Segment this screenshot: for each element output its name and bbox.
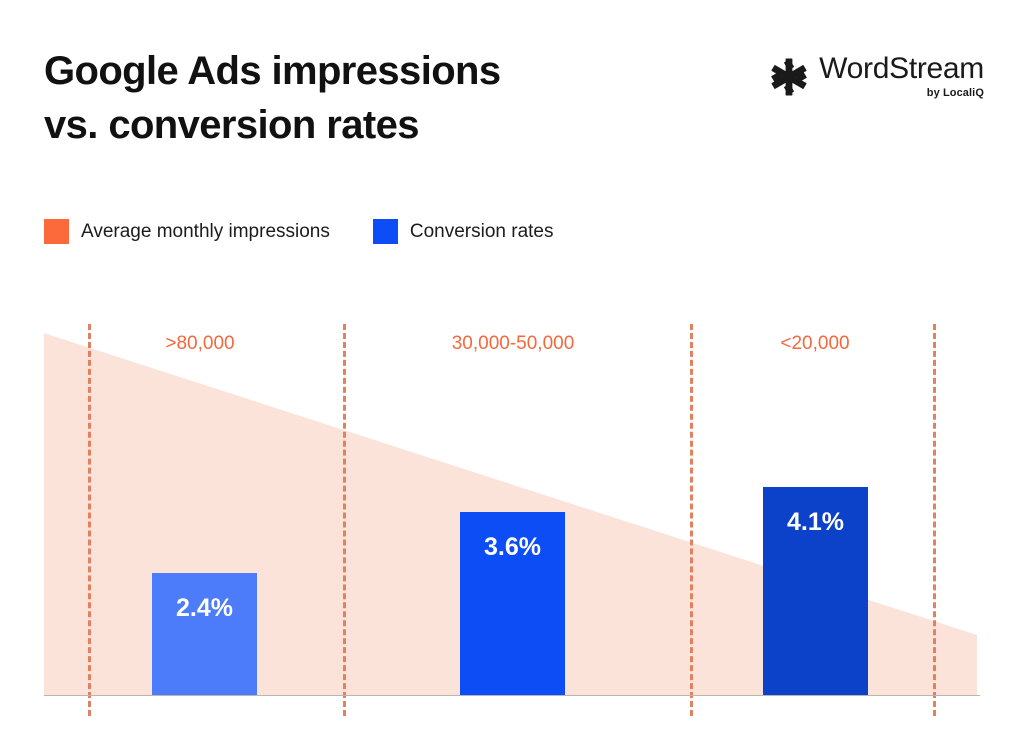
wordstream-asterisk-icon xyxy=(771,58,807,95)
category-label-1: >80,000 xyxy=(165,333,235,354)
brand-logo: WordStream by LocaliQ xyxy=(769,54,984,99)
bar-conversion-3[interactable]: 4.1% xyxy=(763,487,868,695)
chart-plot-area: >80,000 30,000-50,000 <20,000 2.4% 3.6% … xyxy=(0,300,1024,754)
gridline-3 xyxy=(690,324,693,716)
bar-conversion-1[interactable]: 2.4% xyxy=(152,573,257,695)
page-title: Google Ads impressions vs. conversion ra… xyxy=(44,49,501,147)
bar-conversion-2[interactable]: 3.6% xyxy=(460,512,565,695)
gridline-4 xyxy=(933,324,936,716)
legend-label-conversion: Conversion rates xyxy=(409,220,554,242)
category-label-2: 30,000-50,000 xyxy=(451,333,575,354)
bar-value-label-1: 2.4% xyxy=(176,594,233,622)
gridline-2 xyxy=(343,324,346,716)
bar-value-label-2: 3.6% xyxy=(484,533,541,561)
category-label-3: <20,000 xyxy=(780,333,850,354)
legend-swatch-impressions xyxy=(44,219,69,244)
gridline-1 xyxy=(88,324,91,716)
baseline-axis xyxy=(44,695,980,696)
bar-value-label-3: 4.1% xyxy=(787,508,844,536)
legend-swatch-conversion xyxy=(372,219,398,244)
logo-text: WordStream by LocaliQ xyxy=(819,54,984,99)
legend-label-impressions: Average monthly impressions xyxy=(81,220,330,242)
chart-legend: Average monthly impressions Conversion r… xyxy=(44,219,554,244)
logo-subtitle: by LocaliQ xyxy=(926,87,984,99)
logo-wordmark: WordStream xyxy=(819,52,984,85)
legend-item-impressions[interactable]: Average monthly impressions xyxy=(44,219,330,244)
legend-item-conversion[interactable]: Conversion rates xyxy=(372,219,554,244)
